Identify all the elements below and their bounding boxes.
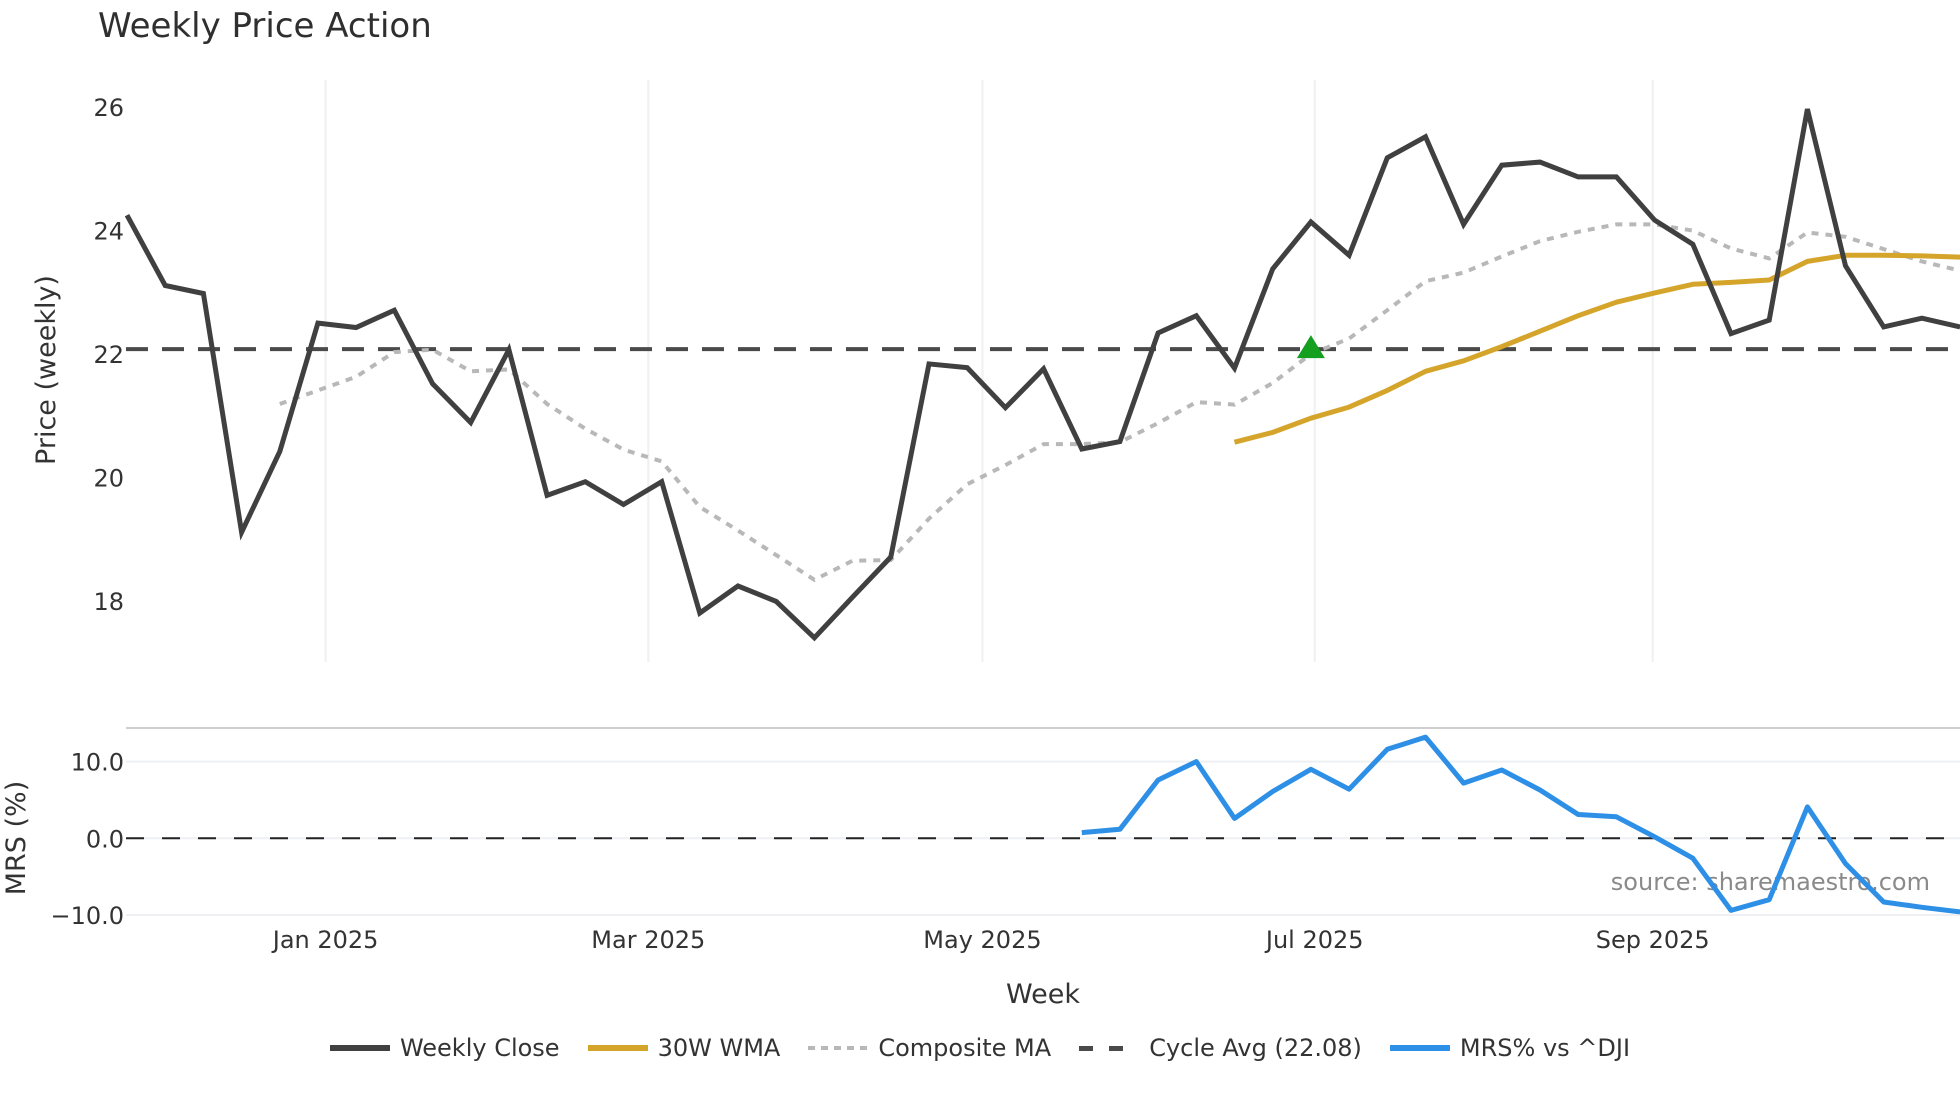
legend-label: MRS% vs ^DJI — [1459, 1034, 1631, 1062]
legend-swatch-icon — [1079, 1042, 1140, 1054]
x-tick-label: Jan 2025 — [271, 926, 379, 954]
price-y-tick: 22 — [93, 341, 124, 369]
x-axis-ticks: Jan 2025 Mar 2025 May 2025 Jul 2025 Sep 2025 — [271, 926, 1710, 954]
composite-ma-line — [279, 222, 1960, 583]
wma-line — [1233, 252, 1960, 445]
legend-item-wma[interactable]: 30W WMA — [587, 1034, 781, 1062]
series-layer — [124, 108, 1960, 915]
legend-item-weekly-close[interactable]: Weekly Close — [329, 1034, 560, 1062]
legend-label: Composite MA — [878, 1034, 1052, 1062]
legend-item-mrs[interactable]: MRS% vs ^DJI — [1389, 1034, 1631, 1062]
mrs-line — [1081, 734, 1960, 915]
legend: Weekly Close 30W WMA Composite MA Cycle Avg… — [0, 1034, 1960, 1062]
mrs-y-tick: 0.0 — [86, 825, 124, 853]
x-tick-label: Jul 2025 — [1264, 926, 1364, 954]
weekly-close-line — [124, 108, 1960, 642]
legend-swatch-icon — [329, 1042, 390, 1054]
x-tick-label: Sep 2025 — [1596, 926, 1710, 954]
legend-swatch-icon — [808, 1042, 869, 1054]
legend-label: Weekly Close — [399, 1034, 560, 1062]
price-y-tick: 18 — [93, 588, 124, 616]
legend-label: Cycle Avg (22.08) — [1149, 1034, 1362, 1062]
chart-title: Weekly Price Action — [98, 6, 432, 46]
legend-swatch-icon — [1389, 1042, 1450, 1054]
price-y-tick: 20 — [93, 464, 124, 492]
legend-label: 30W WMA — [657, 1034, 781, 1062]
legend-swatch-icon — [587, 1042, 648, 1054]
legend-item-composite[interactable]: Composite MA — [808, 1034, 1051, 1062]
x-tick-label: May 2025 — [923, 926, 1041, 954]
mrs-y-tick: 10.0 — [71, 749, 124, 777]
mrs-y-axis-ticks: 10.0 0.0 −10.0 — [50, 749, 124, 930]
x-tick-label: Mar 2025 — [591, 926, 705, 954]
buy-signal-triangle-icon — [1296, 335, 1325, 359]
legend-item-cycle-avg[interactable]: Cycle Avg (22.08) — [1079, 1034, 1362, 1062]
mrs-y-axis-title: MRS (%) — [1, 781, 32, 896]
price-y-axis-ticks: 18 20 22 24 26 — [93, 94, 124, 616]
price-y-tick: 24 — [93, 218, 124, 246]
price-gridlines — [324, 80, 1654, 662]
price-y-axis-title: Price (weekly) — [31, 275, 62, 465]
price-y-tick: 26 — [93, 94, 124, 122]
x-axis-title: Week — [1006, 979, 1080, 1010]
mrs-y-tick: −10.0 — [50, 902, 124, 930]
